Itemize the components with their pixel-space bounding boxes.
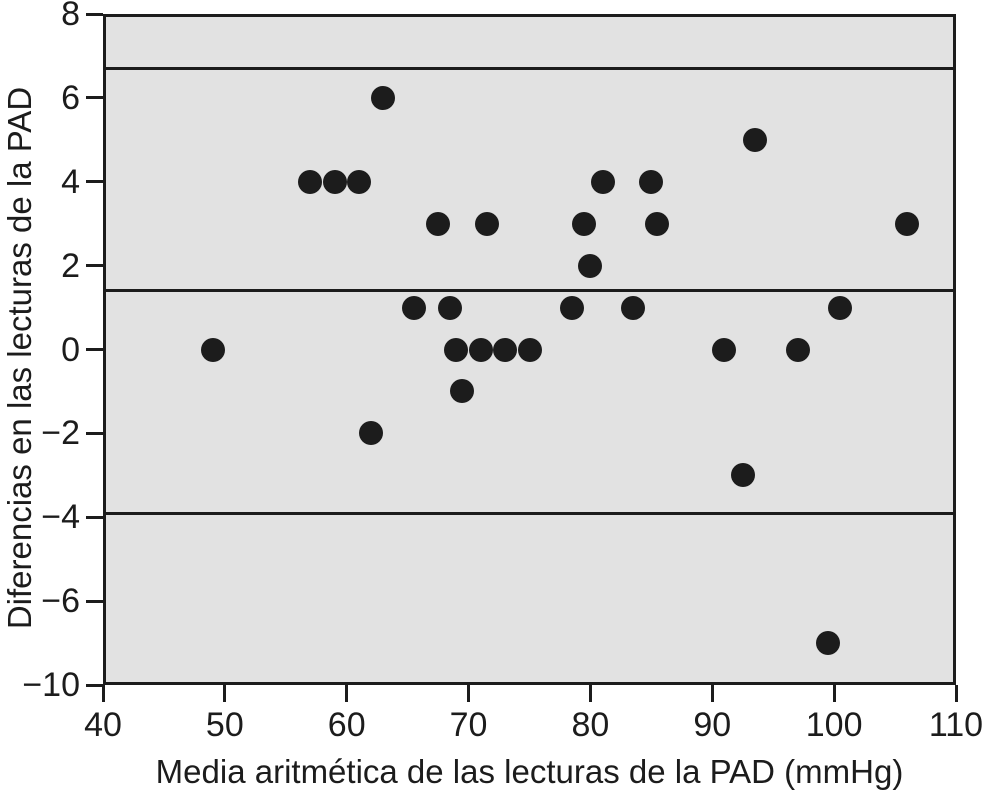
data-point	[645, 211, 670, 236]
data-point	[438, 295, 463, 320]
data-point	[560, 295, 585, 320]
x-axis-tick	[832, 685, 836, 702]
agreement-line	[103, 511, 956, 515]
y-axis-tick-label: 8	[61, 0, 80, 33]
y-axis-tick	[86, 683, 103, 687]
y-axis-tick-label: 0	[61, 330, 80, 369]
data-point	[200, 337, 225, 362]
data-point	[468, 337, 493, 362]
data-point	[426, 211, 451, 236]
y-axis-tick	[86, 599, 103, 603]
data-point	[712, 337, 737, 362]
y-axis-tick	[86, 431, 103, 435]
x-axis-tick-label: 50	[205, 706, 244, 744]
data-point	[450, 379, 475, 404]
y-axis-tick	[86, 264, 103, 268]
data-point	[785, 337, 810, 362]
data-point	[590, 169, 615, 194]
y-axis-tick-label: −2	[41, 414, 80, 453]
x-axis-tick	[345, 685, 349, 702]
y-axis-tick	[86, 180, 103, 184]
data-point	[742, 127, 767, 152]
data-point	[828, 295, 853, 320]
data-point	[298, 169, 323, 194]
x-axis-tick-label: 100	[805, 706, 863, 744]
x-axis-tick	[223, 685, 227, 702]
data-point	[895, 211, 920, 236]
data-point	[730, 463, 755, 488]
x-axis-tick	[954, 685, 958, 702]
data-point	[359, 421, 384, 446]
x-axis-tick-label: 110	[928, 706, 984, 744]
y-axis-tick-label: −6	[41, 582, 80, 621]
x-axis-tick	[101, 685, 105, 702]
data-point	[639, 169, 664, 194]
data-point	[578, 253, 603, 278]
y-axis-tick	[86, 515, 103, 519]
x-axis-tick	[710, 685, 714, 702]
x-axis-tick	[588, 685, 592, 702]
y-axis-tick	[86, 12, 103, 16]
x-axis-tick-label: 80	[571, 706, 610, 744]
x-axis-tick	[467, 685, 471, 702]
data-point	[322, 169, 347, 194]
data-point	[474, 211, 499, 236]
data-point	[493, 337, 518, 362]
x-axis-tick-label: 60	[327, 706, 366, 744]
agreement-line	[103, 67, 956, 71]
x-axis-title: Media aritmética de las lecturas de la P…	[155, 753, 904, 790]
y-axis-tick-label: 2	[61, 246, 80, 285]
y-axis-tick-label: −4	[41, 498, 80, 537]
y-axis-tick-label: 4	[61, 162, 80, 201]
y-axis-tick	[86, 348, 103, 351]
data-point	[816, 631, 841, 656]
x-axis-tick-label: 90	[693, 706, 732, 744]
y-axis-tick-label: −10	[22, 666, 80, 704]
data-point	[572, 211, 597, 236]
x-axis-tick-label: 40	[84, 706, 122, 744]
agreement-line	[103, 289, 956, 293]
data-point	[371, 85, 396, 110]
data-point	[346, 169, 371, 194]
data-point	[621, 295, 646, 320]
data-point	[401, 295, 426, 320]
x-axis-tick-label: 70	[449, 706, 488, 744]
y-axis-tick-label: 6	[61, 78, 80, 117]
y-axis-title: Diferencias en las lecturas de la PAD	[1, 86, 38, 630]
data-point	[444, 337, 469, 362]
y-axis-tick	[86, 96, 103, 100]
data-point	[517, 337, 542, 362]
